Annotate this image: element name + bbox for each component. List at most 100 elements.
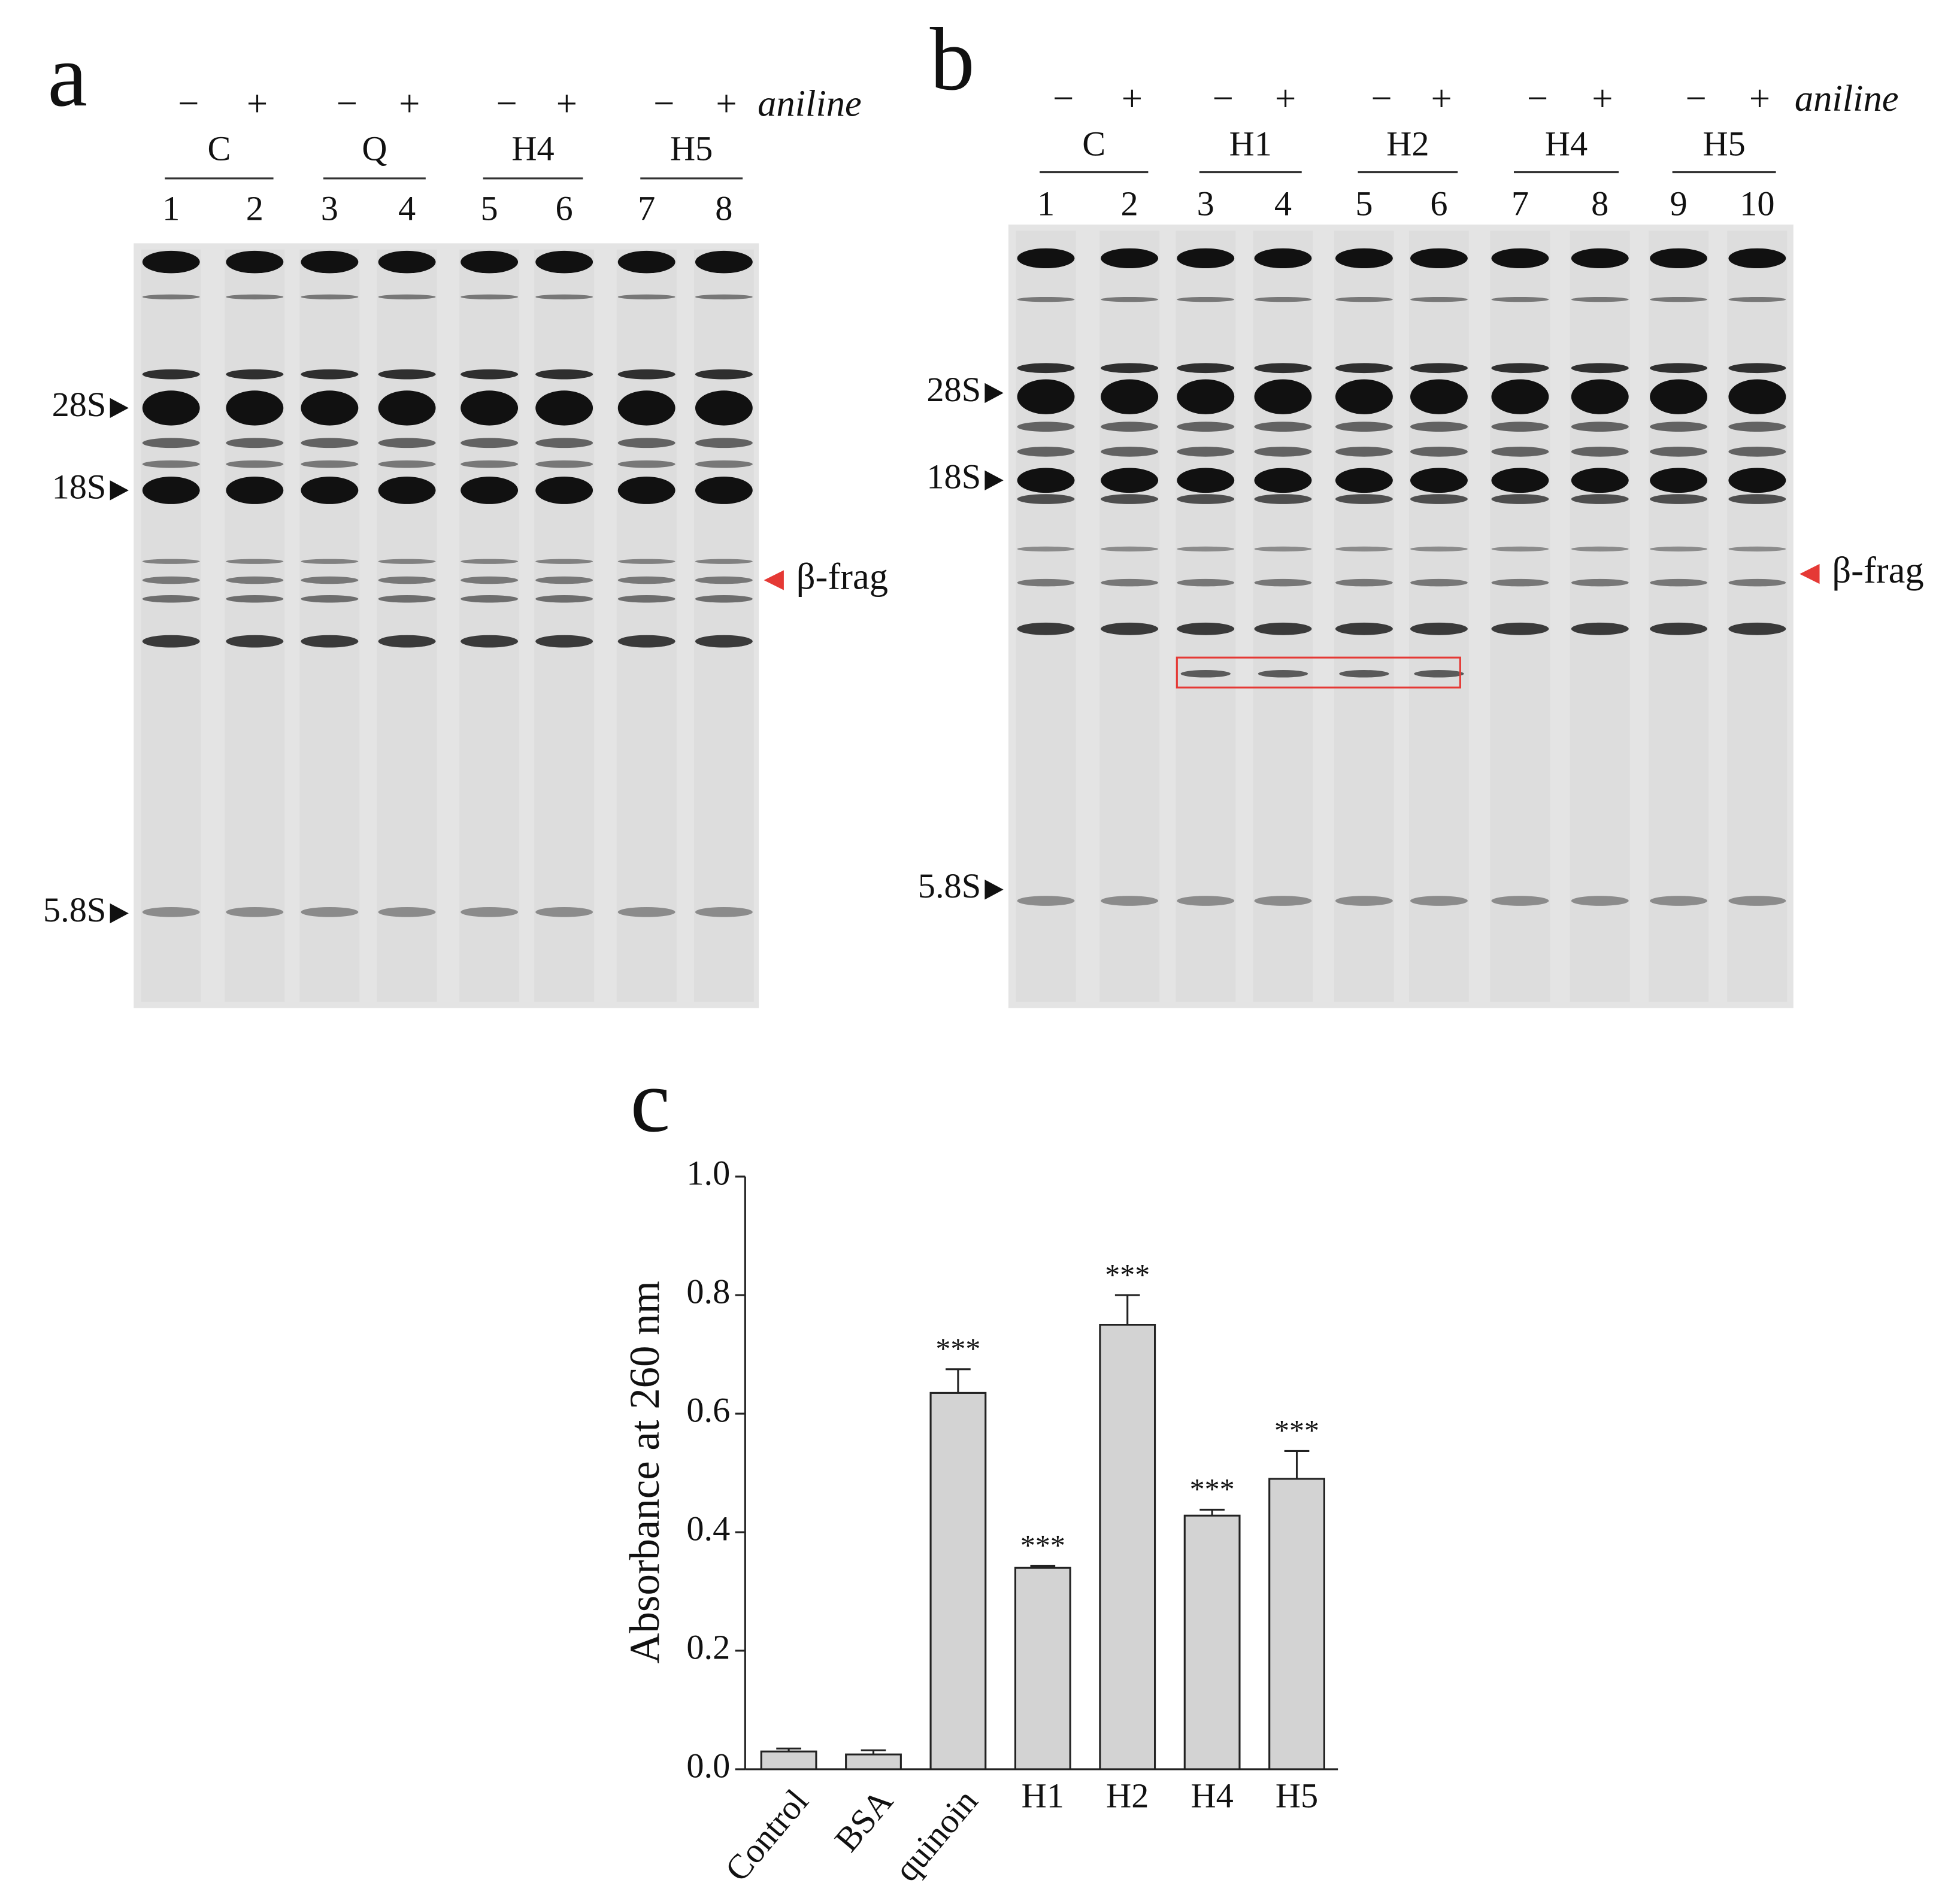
band	[535, 294, 593, 300]
band	[617, 390, 675, 426]
band	[535, 559, 593, 564]
panel-letter: c	[631, 1051, 671, 1151]
error-bar	[1030, 1565, 1056, 1568]
band	[1180, 670, 1231, 678]
band	[1728, 546, 1786, 552]
band	[1491, 578, 1549, 587]
band	[1650, 296, 1707, 302]
band	[461, 477, 519, 504]
band	[695, 390, 753, 426]
band	[226, 576, 284, 584]
band	[1177, 468, 1235, 493]
band	[695, 438, 753, 448]
band	[1491, 546, 1549, 552]
band	[1258, 670, 1308, 678]
sign: −	[1371, 77, 1392, 119]
band	[617, 635, 675, 648]
sign: −	[337, 83, 358, 125]
band	[226, 369, 284, 380]
significance: ***	[1020, 1529, 1065, 1562]
band	[695, 250, 753, 274]
band	[617, 438, 675, 448]
group-label: C	[208, 129, 231, 168]
band	[142, 576, 200, 584]
marker-arrow	[110, 398, 129, 419]
significance: ***	[1190, 1472, 1235, 1506]
sign: −	[1686, 77, 1707, 119]
band	[142, 460, 200, 468]
band	[142, 250, 200, 274]
band	[301, 438, 359, 448]
band	[1017, 622, 1075, 635]
group-label: H1	[1229, 124, 1272, 163]
band	[1335, 622, 1393, 635]
lane	[1490, 231, 1550, 1002]
band	[695, 576, 753, 584]
lane	[377, 249, 437, 1002]
band	[535, 369, 593, 380]
band	[226, 595, 284, 603]
band	[1335, 578, 1393, 587]
band	[695, 595, 753, 603]
band	[1728, 896, 1786, 906]
band	[617, 460, 675, 468]
band	[378, 460, 436, 468]
band	[1254, 468, 1312, 493]
lane	[616, 249, 677, 1002]
marker-arrow	[984, 880, 1004, 900]
lane-number: 4	[1274, 184, 1292, 223]
y-tick-label: 0.6	[686, 1390, 730, 1429]
band	[1017, 422, 1075, 432]
sign: +	[1122, 77, 1143, 119]
band	[1571, 896, 1629, 906]
band	[1650, 578, 1707, 587]
band	[1335, 296, 1393, 302]
band	[301, 576, 359, 584]
band	[1335, 468, 1393, 493]
error-bar	[861, 1749, 886, 1755]
band	[617, 294, 675, 300]
y-tick-label: 1.0	[686, 1153, 730, 1192]
band	[1650, 546, 1707, 552]
error-bar	[1284, 1450, 1310, 1479]
band	[1335, 422, 1393, 432]
band	[1650, 622, 1707, 635]
band	[142, 294, 200, 300]
band	[1017, 379, 1075, 414]
lane	[1253, 231, 1313, 1002]
band	[142, 635, 200, 648]
band	[226, 294, 284, 300]
band	[1101, 363, 1159, 374]
band	[1177, 546, 1235, 552]
y-axis-label: Absorbance at 260 nm	[622, 1281, 668, 1663]
significance: ***	[1274, 1414, 1319, 1447]
error-bar	[1114, 1294, 1140, 1325]
lane	[534, 249, 595, 1002]
group-label: H5	[1702, 124, 1745, 163]
band	[1254, 447, 1312, 457]
bar	[1099, 1323, 1156, 1770]
band	[1650, 468, 1707, 493]
band	[1571, 578, 1629, 587]
band	[1650, 896, 1707, 906]
band	[535, 595, 593, 603]
band	[1650, 422, 1707, 432]
band	[301, 294, 359, 300]
group-label: H4	[511, 129, 554, 168]
band	[461, 438, 519, 448]
bar	[1183, 1514, 1241, 1770]
band	[301, 460, 359, 468]
band	[301, 369, 359, 380]
band	[1728, 379, 1786, 414]
band	[1254, 248, 1312, 269]
band	[1335, 447, 1393, 457]
band	[378, 559, 436, 564]
band	[1101, 248, 1159, 269]
band	[1650, 248, 1707, 269]
band	[617, 576, 675, 584]
band	[1335, 379, 1393, 414]
band	[1410, 296, 1468, 302]
marker-arrow	[110, 480, 129, 501]
band	[1728, 296, 1786, 302]
